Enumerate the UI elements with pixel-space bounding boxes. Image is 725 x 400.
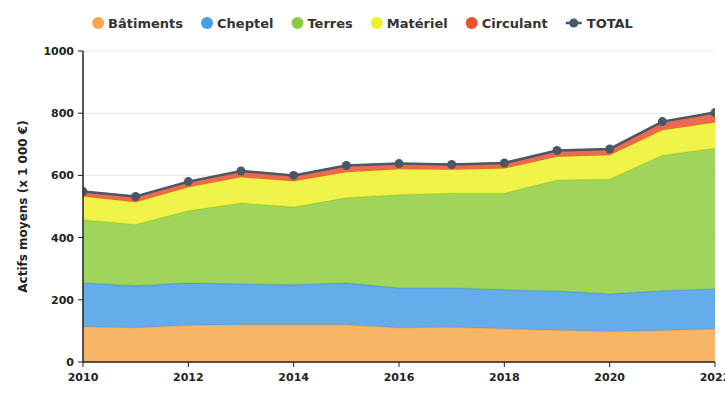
y-tick [78,237,83,238]
line [83,113,715,197]
x-tick-label: 2016 [384,371,415,384]
legend-label: Cheptel [217,16,273,31]
legend-label: Terres [307,16,353,31]
grid-line [83,113,715,114]
chart: 0 200 400 600 800 1000 2010 2012 2014 2016 2018 202… [0,0,725,400]
x-tick-label: 2020 [594,371,625,384]
point [711,108,716,117]
legend-symbol [569,19,578,28]
area [83,123,715,225]
legend-symbol [201,17,213,29]
point [605,144,614,153]
x-tick-label: 2010 [68,371,99,384]
legend: Bâtiments Cheptel Terres Matériel Circulant T… [92,16,633,31]
y-tick-label: 200 [51,294,74,307]
y-axis [82,51,84,362]
x-tick [715,362,716,367]
point [500,158,509,167]
y-tick-label: 0 [66,356,74,369]
y-tick [78,175,83,176]
x-tick [504,362,505,367]
grid-line [83,51,715,52]
x-tick-label: 2014 [278,371,309,384]
y-tick-label: 1000 [43,45,74,58]
x-tick-label: 2018 [489,371,520,384]
x-tick-label: 2022 [700,371,725,384]
legend-item: Circulant [466,16,548,31]
legend-symbol [92,17,104,29]
legend-symbol [371,17,383,29]
point [447,160,456,169]
y-tick [78,51,83,52]
x-tick-label: 2012 [173,371,204,384]
point [131,192,140,201]
legend-item: Terres [291,16,353,31]
x-tick [399,362,400,367]
point [289,171,298,180]
area-edge [83,113,715,197]
legend-label: Circulant [482,16,548,31]
legend-label: Matériel [387,16,448,31]
point [658,117,667,126]
legend-item: TOTAL [566,16,633,31]
area [83,113,715,203]
legend-symbol [466,17,478,29]
x-tick [83,362,84,367]
legend-symbol [291,17,303,29]
legend-label: Bâtiments [108,16,183,31]
y-tick [78,113,83,114]
point [237,167,246,176]
x-tick [293,362,294,367]
y-axis-label: Actifs moyens (x 1 000 €) [16,120,30,292]
y-tick [78,362,83,363]
y-tick-label: 600 [51,169,74,182]
point [395,159,404,168]
legend-item: Cheptel [201,16,273,31]
y-tick-label: 400 [51,232,74,245]
x-tick [188,362,189,367]
legend-item: Bâtiments [92,16,183,31]
point [553,146,562,155]
x-tick [609,362,610,367]
y-tick-label: 800 [51,107,74,120]
legend-item: Matériel [371,16,448,31]
legend-label: TOTAL [587,16,633,31]
point [184,177,193,186]
point [342,161,351,170]
plot-area [83,108,715,362]
y-tick [78,299,83,300]
